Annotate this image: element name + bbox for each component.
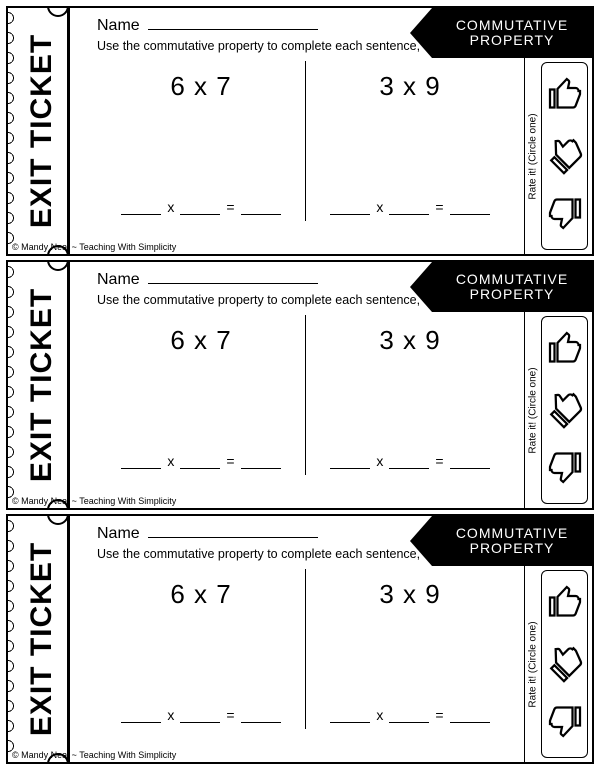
name-label: Name bbox=[97, 271, 140, 289]
perforation-top bbox=[47, 6, 69, 17]
thumbs-side-icon[interactable] bbox=[547, 135, 583, 176]
name-blank[interactable] bbox=[148, 16, 318, 30]
stub-label: EXIT TICKET bbox=[26, 542, 60, 736]
header-line1: COMMUTATIVE bbox=[432, 526, 592, 541]
header-arrow bbox=[410, 516, 432, 566]
answer-blanks-right[interactable]: x= bbox=[330, 453, 489, 469]
rating-label: Rate it! (Circle one) bbox=[528, 113, 539, 199]
header-line2: PROPERTY bbox=[432, 33, 592, 48]
perforation-top bbox=[47, 514, 69, 525]
header-arrow bbox=[410, 8, 432, 58]
header-line2: PROPERTY bbox=[432, 541, 592, 556]
answer-blanks-left[interactable]: x= bbox=[121, 199, 280, 215]
header-line1: COMMUTATIVE bbox=[432, 18, 592, 33]
expression-left: 6 x 7 bbox=[170, 579, 231, 610]
thumbs-down-icon[interactable] bbox=[547, 703, 583, 744]
exit-ticket: EXIT TICKET COMMUTATIVE PROPERTY Name Us… bbox=[6, 6, 594, 256]
answer-blanks-left[interactable]: x= bbox=[121, 453, 280, 469]
header-arrow bbox=[410, 262, 432, 312]
expression-left: 6 x 7 bbox=[170, 325, 231, 356]
credit-line: © Mandy Neal ~ Teaching With Simplicity bbox=[12, 242, 176, 252]
thumbs-up-icon[interactable] bbox=[547, 76, 583, 117]
rating-label: Rate it! (Circle one) bbox=[528, 621, 539, 707]
ticket-scallop-edge bbox=[8, 8, 18, 254]
thumbs-down-icon[interactable] bbox=[547, 195, 583, 236]
answer-blanks-left[interactable]: x= bbox=[121, 707, 280, 723]
header-label: COMMUTATIVE PROPERTY bbox=[432, 516, 592, 566]
thumbs-up-icon[interactable] bbox=[547, 330, 583, 371]
name-blank[interactable] bbox=[148, 524, 318, 538]
rating-column: Rate it! (Circle one) bbox=[524, 58, 592, 254]
thumbs-side-icon[interactable] bbox=[547, 389, 583, 430]
ticket-scallop-edge bbox=[8, 516, 18, 762]
stub-label: EXIT TICKET bbox=[26, 288, 60, 482]
expression-right: 3 x 9 bbox=[379, 579, 440, 610]
expression-right: 3 x 9 bbox=[379, 325, 440, 356]
expression-left: 6 x 7 bbox=[170, 71, 231, 102]
name-label: Name bbox=[97, 17, 140, 35]
worksheet-page: EXIT TICKET COMMUTATIVE PROPERTY Name Us… bbox=[0, 0, 600, 776]
header-line2: PROPERTY bbox=[432, 287, 592, 302]
exit-ticket: EXIT TICKET COMMUTATIVE PROPERTY Name Us… bbox=[6, 514, 594, 764]
name-label: Name bbox=[97, 525, 140, 543]
rating-choices bbox=[541, 62, 588, 250]
header-label: COMMUTATIVE PROPERTY bbox=[432, 262, 592, 312]
exit-ticket: EXIT TICKET COMMUTATIVE PROPERTY Name Us… bbox=[6, 260, 594, 510]
header-line1: COMMUTATIVE bbox=[432, 272, 592, 287]
problem-left: 6 x 7 x= bbox=[97, 61, 305, 221]
rating-label: Rate it! (Circle one) bbox=[528, 367, 539, 453]
thumbs-up-icon[interactable] bbox=[547, 584, 583, 625]
expression-right: 3 x 9 bbox=[379, 71, 440, 102]
ticket-stub: EXIT TICKET bbox=[18, 262, 70, 508]
credit-line: © Mandy Neal ~ Teaching With Simplicity bbox=[12, 496, 176, 506]
ticket-scallop-edge bbox=[8, 262, 18, 508]
answer-blanks-right[interactable]: x= bbox=[330, 199, 489, 215]
rating-label-wrap: Rate it! (Circle one) bbox=[525, 58, 541, 254]
header-label: COMMUTATIVE PROPERTY bbox=[432, 8, 592, 58]
ticket-stub: EXIT TICKET bbox=[18, 8, 70, 254]
stub-label: EXIT TICKET bbox=[26, 34, 60, 228]
perforation-top bbox=[47, 260, 69, 271]
name-blank[interactable] bbox=[148, 270, 318, 284]
thumbs-down-icon[interactable] bbox=[547, 449, 583, 490]
credit-line: © Mandy Neal ~ Teaching With Simplicity bbox=[12, 750, 176, 760]
problem-right: 3 x 9 x= bbox=[306, 61, 514, 221]
answer-blanks-right[interactable]: x= bbox=[330, 707, 489, 723]
ticket-stub: EXIT TICKET bbox=[18, 516, 70, 762]
problems-area: 6 x 7 x= 3 x 9 x= bbox=[97, 61, 514, 221]
thumbs-side-icon[interactable] bbox=[547, 643, 583, 684]
